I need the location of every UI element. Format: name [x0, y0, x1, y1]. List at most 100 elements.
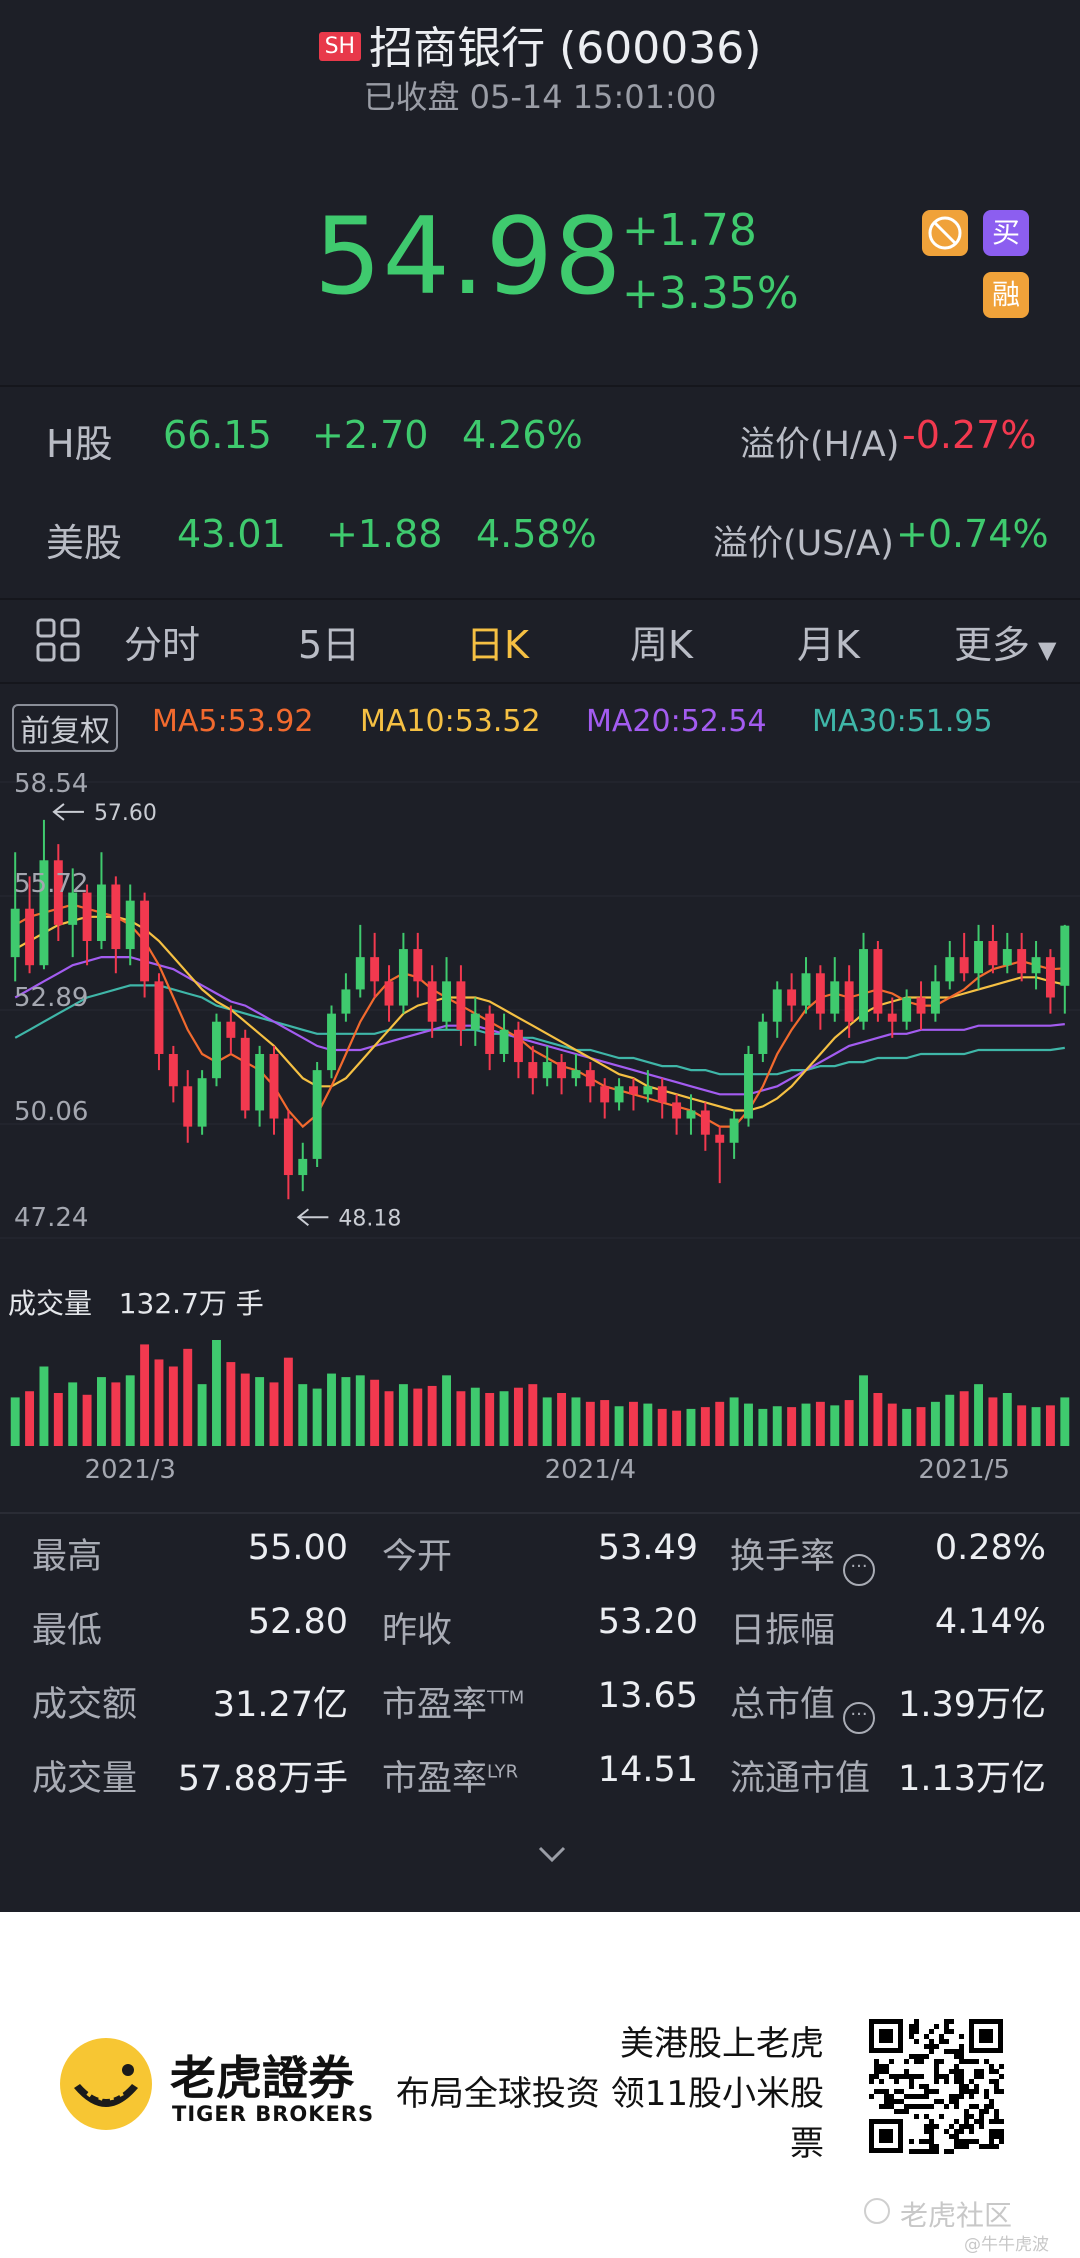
- candle: [629, 1078, 638, 1111]
- candle: [988, 924, 998, 974]
- volume-bar: [1060, 1397, 1070, 1446]
- volume-bar: [370, 1379, 380, 1446]
- stat-label: 今开: [382, 1537, 453, 1577]
- volume-bar: [183, 1348, 193, 1446]
- ma20-line: [14, 956, 1065, 1096]
- brand-en: TIGER BROKERS: [172, 2102, 375, 2126]
- volume-bar: [384, 1391, 394, 1446]
- market-label: H股: [46, 422, 113, 466]
- y-tick-label: 58.54: [14, 769, 88, 799]
- info-icon[interactable]: ···: [843, 1554, 876, 1586]
- slogan-line-3: 票: [790, 2124, 824, 2164]
- linked-us-share[interactable]: 美股 43.01 +1.88 4.58% 溢价(US/A) +0.74%: [0, 512, 1080, 582]
- expand-chevron-icon[interactable]: [532, 1840, 572, 1870]
- market-price: 66.15: [163, 413, 272, 457]
- tab-5day[interactable]: 5日: [298, 623, 361, 667]
- candle: [700, 1102, 710, 1151]
- stat-label: 日振幅: [730, 1611, 836, 1651]
- adjust-button[interactable]: 前复权: [12, 704, 118, 752]
- volume-bar: [312, 1388, 322, 1446]
- candle: [10, 852, 20, 982]
- candle: [226, 1005, 236, 1054]
- candle: [341, 973, 351, 1022]
- linked-h-share[interactable]: H股 66.15 +2.70 4.26% 溢价(H/A) -0.27%: [0, 413, 1080, 483]
- y-tick-label: 52.89: [14, 983, 88, 1013]
- volume-bar: [298, 1384, 308, 1446]
- candle: [384, 965, 394, 1022]
- volume-bar: [168, 1366, 178, 1446]
- volume-bar: [600, 1400, 610, 1446]
- volume-bar: [643, 1403, 653, 1446]
- candle: [744, 1045, 753, 1127]
- candle: [801, 957, 811, 1014]
- exchange-badge: SH: [318, 32, 362, 61]
- volume-bar: [39, 1366, 49, 1446]
- candle: [729, 1110, 739, 1159]
- stat-label-sup: TTM: [487, 1687, 525, 1709]
- volume-bar: [212, 1340, 221, 1446]
- candle: [830, 957, 840, 1022]
- tiger-logo-icon: [58, 2036, 154, 2132]
- quote-header: SH 招商银行 (600036) 已收盘 05-14 15:01:00 54.98…: [0, 0, 1080, 385]
- market-label: 美股: [46, 521, 123, 565]
- candle: [82, 884, 92, 966]
- candle: [902, 989, 912, 1030]
- tab-more[interactable]: 更多 ▼: [954, 614, 1056, 669]
- no-short-icon[interactable]: [922, 210, 968, 256]
- y-tick-label: 47.24: [14, 1203, 88, 1233]
- candle: [887, 997, 897, 1038]
- tab-intraday[interactable]: 分时: [124, 623, 201, 667]
- volume-bar: [672, 1410, 682, 1446]
- candle: [68, 868, 78, 958]
- stat-value: 53.20: [597, 1602, 698, 1642]
- margin-button[interactable]: 融: [983, 272, 1029, 318]
- candle: [327, 1005, 336, 1079]
- candle: [370, 932, 380, 998]
- candle: [844, 965, 854, 1038]
- tab-monthly-k[interactable]: 月K: [797, 623, 860, 667]
- svg-text:48.18: 48.18: [338, 1206, 401, 1231]
- tab-weekly-k[interactable]: 周K: [630, 623, 693, 667]
- volume-value: 132.7万 手: [118, 1287, 264, 1320]
- volume-bar: [830, 1405, 840, 1446]
- volume-bar: [528, 1384, 538, 1446]
- volume-bar: [240, 1373, 250, 1446]
- stat-label: 流通市值: [730, 1759, 871, 1799]
- volume-bar: [140, 1344, 150, 1446]
- volume-bar: [974, 1384, 983, 1446]
- candle: [25, 876, 35, 974]
- volume-bar: [729, 1397, 739, 1446]
- volume-bar: [111, 1382, 121, 1446]
- candlestick-chart[interactable]: 58.54 55.72 52.89 50.06 47.24 57.60 48.18: [0, 760, 1080, 1260]
- volume-bar: [442, 1375, 451, 1446]
- volume-bar: [657, 1408, 667, 1446]
- volume-bar: [427, 1385, 437, 1446]
- x-tick-label: 2021/3: [84, 1455, 175, 1485]
- volume-bar: [456, 1391, 466, 1446]
- candle: [1017, 932, 1027, 982]
- stat-value: 55.00: [247, 1528, 348, 1568]
- volume-bar: [758, 1408, 768, 1446]
- community-icon: [862, 2196, 892, 2226]
- stat-value: 52.80: [247, 1602, 348, 1642]
- buy-button[interactable]: 买: [983, 210, 1029, 256]
- volume-bar: [744, 1403, 753, 1446]
- info-icon[interactable]: ···: [843, 1702, 876, 1734]
- grid-icon[interactable]: [34, 616, 82, 673]
- tab-daily-k[interactable]: 日K: [466, 623, 529, 667]
- volume-chart[interactable]: 2021/3 2021/4 2021/5: [0, 1330, 1080, 1490]
- volume-bar: [542, 1397, 552, 1446]
- candle: [485, 1005, 495, 1071]
- divider: [0, 1512, 1080, 1514]
- price-change: +1.78: [622, 205, 757, 256]
- volume-bar: [844, 1400, 854, 1446]
- candle: [686, 1094, 696, 1135]
- candle: [1060, 924, 1070, 1014]
- volume-bar: [226, 1362, 236, 1446]
- slogan-line-1: 美港股上老虎: [620, 2024, 824, 2064]
- candle: [585, 1062, 595, 1103]
- volume-bar: [585, 1401, 595, 1446]
- candle: [269, 1045, 279, 1135]
- x-tick-label: 2021/5: [918, 1455, 1009, 1485]
- candle: [643, 1070, 653, 1103]
